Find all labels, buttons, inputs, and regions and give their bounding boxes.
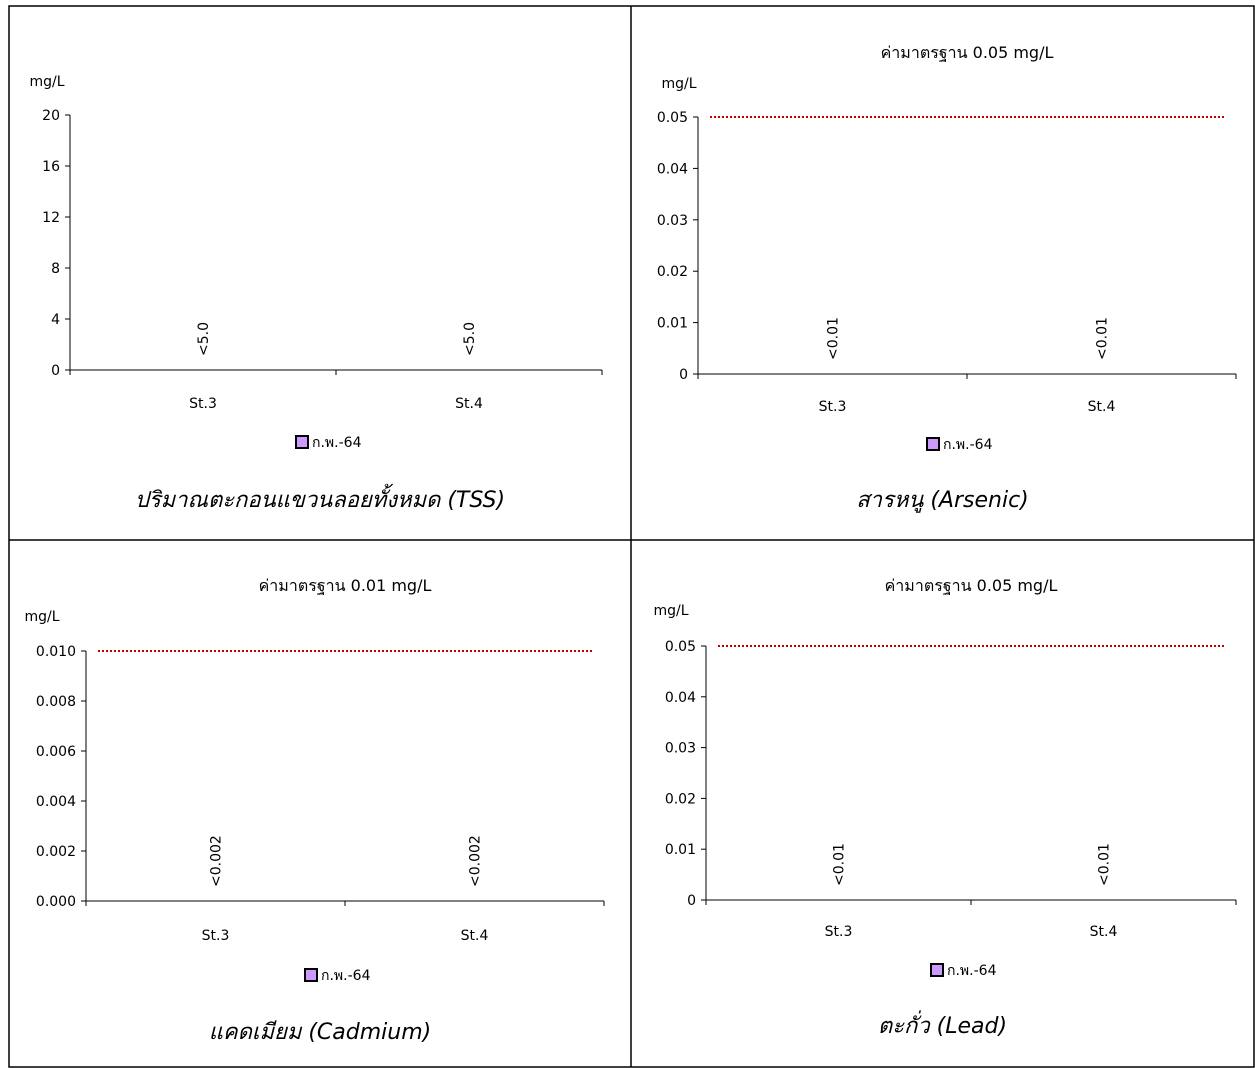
- y-tick-label: 12: [42, 210, 60, 226]
- chart-title: ค่ามาตรฐาน 0.01 mg/L: [259, 576, 432, 595]
- cadmium-chart: ค่ามาตรฐาน 0.01 mg/L mg/L 0.000 0.002 0.004 0…: [24, 576, 605, 984]
- y-tick-label: 0.04: [657, 161, 688, 177]
- arsenic-chart: ค่ามาตรฐาน 0.05 mg/L mg/L 0 0.01 0.02 0.03 0.0…: [657, 43, 1237, 453]
- legend-swatch: [930, 963, 944, 977]
- y-tick-label: 0.000: [36, 894, 76, 910]
- chart-title: ค่ามาตรฐาน 0.05 mg/L: [881, 43, 1054, 62]
- x-tick-label: St.4: [455, 396, 483, 412]
- y-tick-label: 0.008: [36, 694, 76, 710]
- legend-swatch: [926, 437, 940, 451]
- data-label: <0.002: [209, 835, 225, 887]
- caption-cadmium: แคดเมียม (Cadmium): [208, 1020, 432, 1045]
- y-tick-label: 0.006: [36, 744, 76, 760]
- data-label: <0.01: [1097, 843, 1113, 886]
- caption-tss: ปริมาณตะกอนแขวนลอยทั้งหมด (TSS): [134, 488, 506, 513]
- y-tick-label: 20: [42, 108, 60, 124]
- legend-label: ก.พ.-64: [947, 963, 997, 979]
- y-tick-label: 16: [42, 159, 60, 175]
- y-tick-label: 0.002: [36, 844, 76, 860]
- y-tick-label: 0: [51, 363, 60, 379]
- caption-arsenic: สารหนู (Arsenic): [856, 488, 1029, 513]
- x-tick-label: St.4: [461, 928, 489, 944]
- y-tick-label: 0.05: [665, 639, 696, 655]
- legend-label: ก.พ.-64: [943, 437, 993, 453]
- y-tick-label: 0.05: [657, 110, 688, 126]
- y-axis-unit: mg/L: [653, 603, 688, 619]
- x-tick-label: St.3: [819, 399, 847, 415]
- data-label: <5.0: [462, 322, 478, 356]
- y-tick-label: 0.04: [665, 690, 696, 706]
- y-tick-label: 0.010: [36, 644, 76, 660]
- y-axis-unit: mg/L: [24, 609, 59, 625]
- panel-arsenic: ค่ามาตรฐาน 0.05 mg/L mg/L 0 0.01 0.02 0.03 0.0…: [631, 6, 1254, 540]
- x-tick-label: St.3: [825, 924, 853, 940]
- data-label: <0.01: [826, 317, 842, 360]
- y-tick-label: 0: [687, 893, 696, 909]
- y-axis-unit: mg/L: [661, 76, 696, 92]
- x-tick-label: St.3: [189, 396, 217, 412]
- data-label: <0.002: [468, 835, 484, 887]
- data-label: <0.01: [1095, 317, 1111, 360]
- legend-swatch: [304, 968, 318, 982]
- y-tick-label: 4: [51, 312, 60, 328]
- y-tick-label: 0.01: [665, 842, 696, 858]
- caption-lead: ตะกั่ว (Lead): [877, 1014, 1008, 1039]
- tss-chart: mg/L 0 4 8 12 16 20 St.3 <5.0 St.4 <5.0 ก.พ.-64: [29, 74, 603, 451]
- y-tick-label: 0.03: [657, 213, 688, 229]
- panel-lead: ค่ามาตรฐาน 0.05 mg/L mg/L 0 0.01 0.02 0.03 0.0…: [631, 540, 1254, 1067]
- legend-swatch: [295, 435, 309, 449]
- panel-cadmium: ค่ามาตรฐาน 0.01 mg/L mg/L 0.000 0.002 0.004 0…: [9, 540, 631, 1067]
- lead-chart: ค่ามาตรฐาน 0.05 mg/L mg/L 0 0.01 0.02 0.03 0.0…: [653, 576, 1237, 979]
- y-tick-label: 0.02: [657, 264, 688, 280]
- y-tick-label: 0.004: [36, 794, 76, 810]
- panel-tss: mg/L 0 4 8 12 16 20 St.3 <5.0 St.4 <5.0 ก.พ.-64 ปริ…: [9, 6, 631, 540]
- x-tick-label: St.3: [202, 928, 230, 944]
- legend-label: ก.พ.-64: [312, 435, 362, 451]
- data-label: <0.01: [832, 843, 848, 886]
- y-tick-label: 0.03: [665, 741, 696, 757]
- y-tick-label: 8: [51, 261, 60, 277]
- y-tick-label: 0.01: [657, 316, 688, 332]
- y-tick-label: 0.02: [665, 791, 696, 807]
- legend-label: ก.พ.-64: [321, 968, 371, 984]
- data-label: <5.0: [196, 322, 212, 356]
- y-axis-unit: mg/L: [29, 74, 64, 90]
- x-tick-label: St.4: [1088, 399, 1116, 415]
- x-tick-label: St.4: [1090, 924, 1118, 940]
- y-tick-label: 0: [679, 367, 688, 383]
- chart-title: ค่ามาตรฐาน 0.05 mg/L: [885, 576, 1058, 595]
